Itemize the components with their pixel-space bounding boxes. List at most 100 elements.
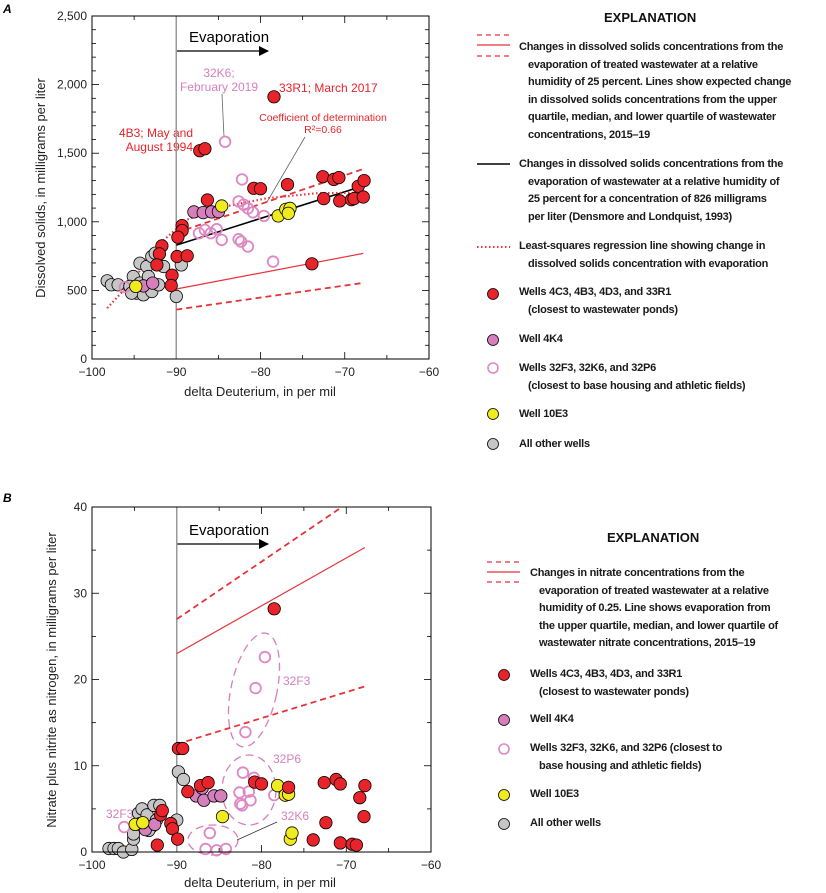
- legend-text-line: base housing and athletic fields): [539, 759, 702, 772]
- evaporation-label-a: Evaporation: [189, 29, 269, 46]
- data-point-open: [198, 223, 212, 237]
- y-tick-label: 500: [67, 283, 87, 297]
- y-tick-label: 10: [74, 759, 88, 773]
- data-point-red: [152, 247, 166, 261]
- data-point-red: [305, 257, 319, 271]
- data-point-10E3: [285, 826, 299, 840]
- data-point-red: [319, 816, 333, 830]
- annotation-32f3: 32F3: [283, 674, 311, 688]
- data-point-open: [246, 206, 260, 219]
- data-point-open: [117, 820, 131, 834]
- data-point-red: [155, 803, 169, 818]
- legend-text-line: 25 percent for a concentration of 826 mi…: [528, 193, 767, 205]
- data-point-red: [280, 178, 295, 192]
- legend-text-line: evaporation of treated wastewater at a r…: [539, 584, 769, 597]
- data-point-open: [235, 799, 249, 812]
- annotation-33r1: 33R1; March 2017: [279, 81, 378, 95]
- legend-text-line: the upper quartile, median, and lower qu…: [539, 619, 778, 632]
- line-ww_median: [176, 252, 364, 290]
- data-point-red: [333, 194, 347, 208]
- data-point-red: [171, 230, 185, 244]
- data-point-red: [316, 170, 330, 184]
- data-point-red: [201, 775, 215, 790]
- x-tick-label: −60: [421, 858, 442, 872]
- legend-text-line: Wells 4C3, 4B3, 4D3, and 33R1: [530, 668, 683, 680]
- legend-text-line: humidity of 25 percent. Lines show expec…: [528, 76, 792, 88]
- legend-b-red-wells: Wells 4C3, 4B3, 4D3, and 33R1 (closest to…: [530, 666, 689, 701]
- legend-text-line: (closest to wastewater ponds): [528, 303, 678, 316]
- data-point-4K4: [214, 789, 228, 803]
- line-ww_median: [176, 546, 366, 655]
- legend-a-open-wells: Wells 32F3, 32K6, and 32P6 (closest to ba…: [519, 360, 746, 395]
- x-tick-label: −60: [419, 365, 440, 379]
- legend-text-line: Changes in dissolved solids concentratio…: [519, 41, 784, 53]
- data-point-10E3: [281, 206, 295, 220]
- legend-text-line: Changes in dissolved solids concentratio…: [519, 158, 784, 170]
- data-point-red: [281, 780, 296, 794]
- legend-text-line: concentrations, 2015–19: [528, 128, 651, 141]
- legend-text-line: Wells 32F3, 32K6, and 32P6: [519, 362, 656, 374]
- data-point-other: [169, 289, 183, 303]
- ellipse-32f3: [227, 632, 281, 748]
- annotation-4b3-line1: 4B3; May and: [119, 126, 193, 140]
- panel-label-a: A: [2, 2, 12, 16]
- data-point-red: [357, 174, 371, 188]
- x-tick-label: −90: [166, 365, 187, 379]
- data-point-red: [317, 775, 331, 790]
- annotation-32k6: 32K6: [281, 809, 309, 823]
- legend-text-line: Least-squares regression line showing ch…: [519, 240, 766, 252]
- data-point-red: [181, 784, 195, 799]
- data-point-open: [241, 240, 255, 253]
- annotation-32k6-line1: 32K6;: [203, 66, 234, 80]
- data-point-red: [200, 193, 214, 207]
- data-point-open: [249, 681, 262, 695]
- y-tick-label: 2,000: [57, 78, 87, 92]
- leader-32k6: [221, 93, 225, 138]
- data-point-red: [254, 777, 269, 791]
- data-point-other: [176, 772, 191, 787]
- leader-32k6-b: [236, 821, 278, 841]
- legend-a-regression: Least-squares regression line showing ch…: [519, 238, 768, 273]
- annotation-4b3-line2: August 1994: [126, 140, 194, 154]
- data-point-red: [165, 822, 180, 836]
- legend-text-line: Well 4K4: [530, 713, 574, 725]
- data-point-red: [356, 190, 370, 204]
- x-tick-label: −70: [335, 365, 356, 379]
- data-point-open: [242, 785, 256, 798]
- data-point-open: [232, 232, 245, 246]
- legend-text-line: per liter (Densmore and Londquist, 1993): [528, 210, 732, 223]
- x-tick-label: −70: [336, 858, 357, 872]
- legend-a-wastewater: Changes in dissolved solids concentratio…: [519, 39, 791, 144]
- data-point-open: [215, 233, 228, 247]
- plot-frame: [91, 506, 432, 853]
- y-tick-label: 1,000: [57, 215, 87, 229]
- data-point-red: [349, 838, 363, 852]
- data-point-other: [111, 278, 125, 292]
- data-point-open: [203, 826, 217, 840]
- legend-b-other: All other wells: [530, 815, 601, 833]
- x-tick-label: −90: [167, 858, 188, 872]
- x-tick-label: −100: [78, 365, 105, 379]
- data-point-open: [234, 797, 247, 810]
- data-point-red: [333, 777, 347, 791]
- data-point-red: [332, 171, 346, 185]
- data-point-red: [176, 741, 190, 756]
- data-point-open: [266, 255, 280, 268]
- data-point-red: [198, 142, 212, 156]
- ellipse-32p6: [221, 754, 277, 826]
- data-point-red: [253, 182, 268, 196]
- legend-b-4k4: Well 4K4: [530, 711, 574, 729]
- legend-b-title: EXPLANATION: [607, 530, 700, 545]
- data-point-10E3: [129, 279, 143, 293]
- legend-text-line: quartile, median, and lower quartile of …: [528, 111, 776, 123]
- data-point-red: [333, 836, 347, 850]
- data-point-10E3: [136, 816, 150, 830]
- data-point-red: [180, 249, 194, 263]
- legend-text-line: All other wells: [530, 817, 601, 829]
- data-point-open: [235, 173, 249, 186]
- data-point-open: [210, 844, 223, 857]
- data-point-open: [239, 725, 252, 739]
- data-point-red: [357, 809, 371, 824]
- y-tick-label: 1,500: [57, 146, 87, 160]
